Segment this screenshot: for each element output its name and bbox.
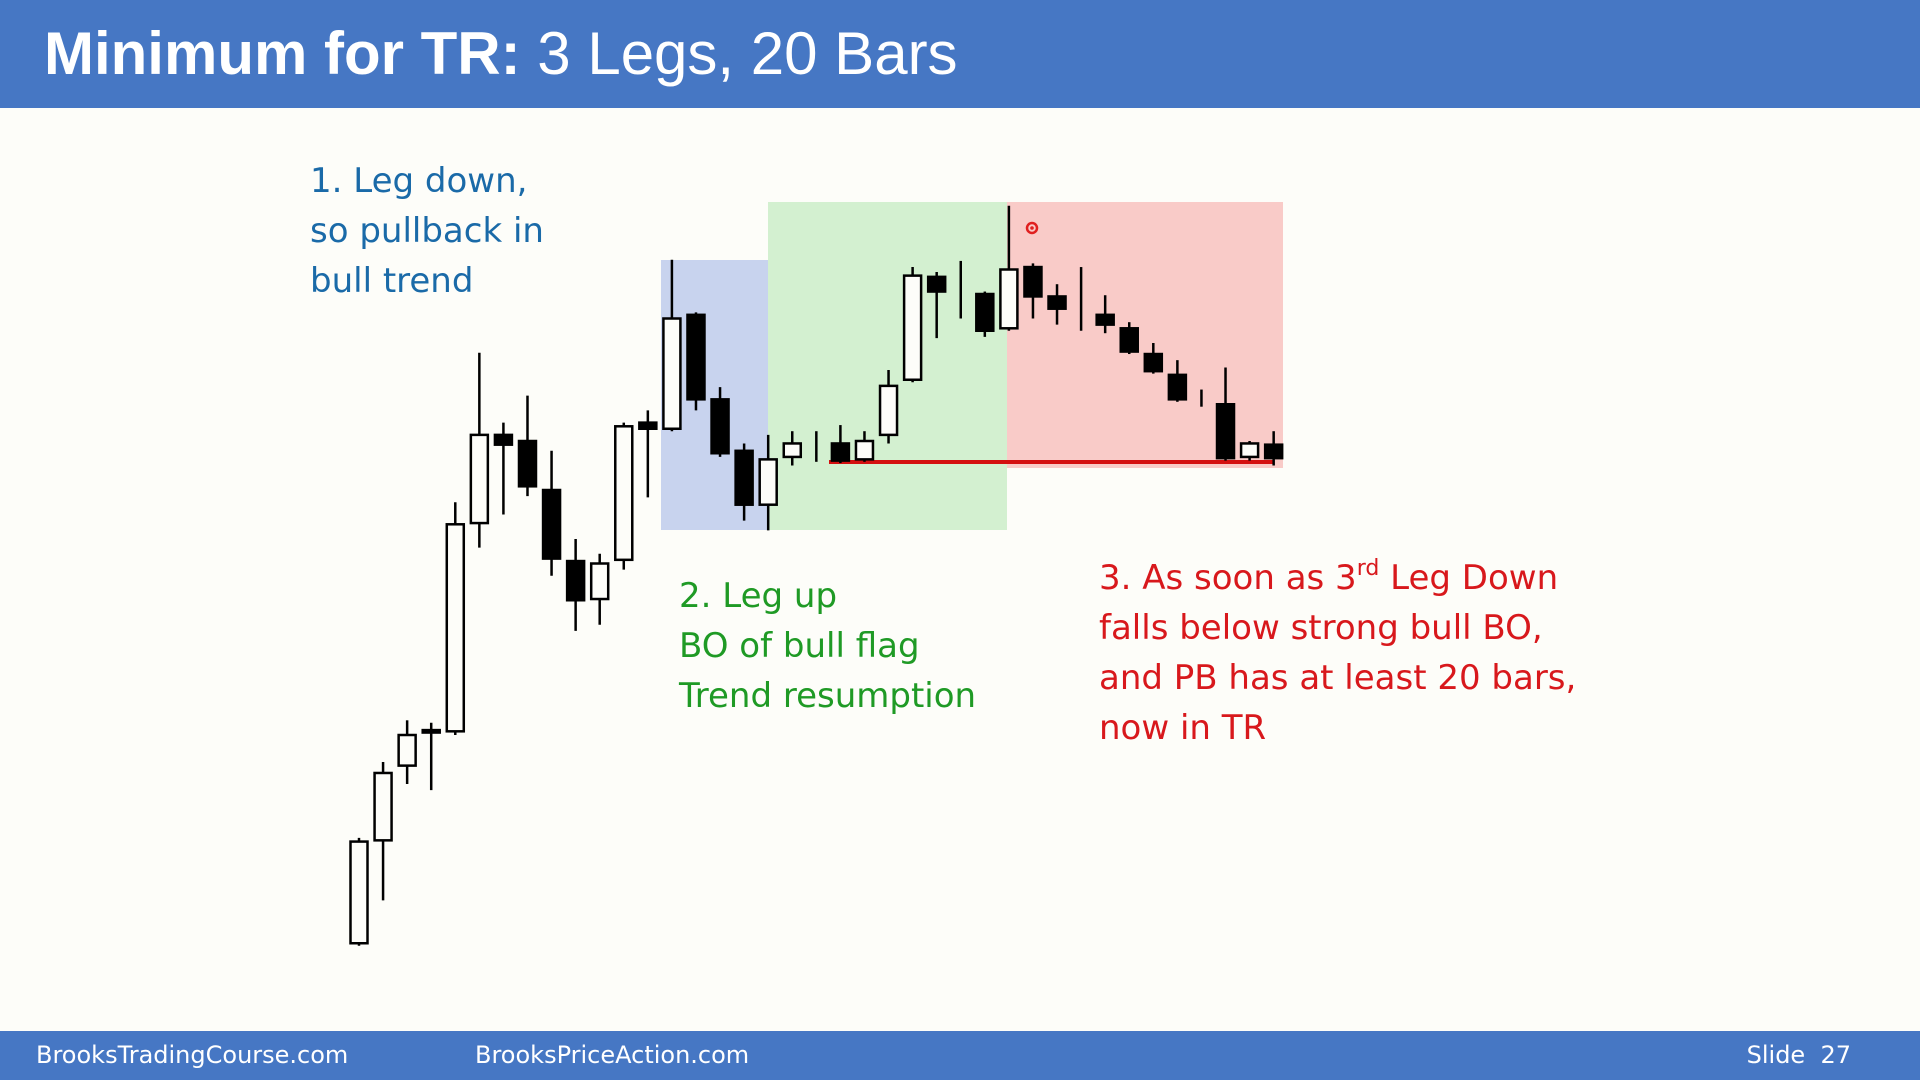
annotation-line: and PB has at least 20 bars, xyxy=(1099,658,1577,698)
annotation-superscript: rd xyxy=(1356,556,1380,581)
bull-candle-body xyxy=(758,458,778,506)
bull-candle-body xyxy=(999,268,1019,330)
bull-candle-body xyxy=(469,433,490,525)
bear-candle-body xyxy=(830,442,851,462)
third-leg-zone xyxy=(1007,202,1283,468)
bull-candle-body xyxy=(662,317,682,430)
cursor-dot xyxy=(1025,221,1039,235)
annotation-line: 3. As soon as 3rd Leg Down xyxy=(1099,553,1576,603)
bull-candle-body xyxy=(421,728,441,734)
bull-candle-body xyxy=(854,439,875,461)
bear-candle-body xyxy=(541,488,562,560)
leg-up-zone xyxy=(768,202,1007,530)
bear-candle-body xyxy=(710,398,730,455)
bear-candle-body xyxy=(1119,327,1139,353)
cursor-dot-center xyxy=(1030,226,1034,230)
bear-candle-body xyxy=(1263,443,1284,460)
bull-candle-body xyxy=(878,384,899,437)
header-bar: Minimum for TR: 3 Legs, 20 Bars xyxy=(0,0,1920,108)
bull-candle-body xyxy=(589,562,610,601)
bear-candle-body xyxy=(638,421,658,430)
slide-title: Minimum for TR: 3 Legs, 20 Bars xyxy=(44,20,958,88)
bull-candle-body xyxy=(614,425,634,562)
annotation-line: now in TR xyxy=(1099,708,1267,748)
candles xyxy=(349,205,1284,946)
annotation-line: falls below strong bull BO, xyxy=(1099,608,1543,648)
annotation-line: 1. Leg down, xyxy=(310,161,528,201)
bear-candle-body xyxy=(926,275,947,293)
annotation-line: 2. Leg up xyxy=(679,576,838,616)
bull-candle-body xyxy=(445,523,466,733)
bear-candle-body xyxy=(1215,403,1236,460)
annotation-leg-down: 1. Leg down, so pullback in bull trend xyxy=(310,156,544,306)
annotation-line: so pullback in xyxy=(310,211,544,251)
bear-candle-body xyxy=(1023,265,1043,298)
footer-bar: BrooksTradingCourse.com BrooksPriceActio… xyxy=(0,1031,1920,1080)
bear-candle-body xyxy=(493,433,514,446)
bear-candle-body xyxy=(975,292,995,332)
annotation-leg-up: 2. Leg up BO of bull flag Trend resumpti… xyxy=(679,571,976,721)
annotation-line: Trend resumption xyxy=(679,676,977,716)
bear-candle-body xyxy=(1167,373,1188,401)
bear-candle-body xyxy=(734,449,754,506)
annotation-text: Leg Down xyxy=(1379,558,1559,598)
bear-candle-body xyxy=(565,559,586,602)
bear-candle-body xyxy=(1143,352,1164,373)
title-rest: 3 Legs, 20 Bars xyxy=(520,20,958,87)
bull-candle-body xyxy=(782,442,803,459)
annotation-third-leg: 3. As soon as 3rd Leg Down falls below s… xyxy=(1099,553,1576,753)
bear-candle-body xyxy=(1047,295,1067,310)
title-bold: Minimum for TR: xyxy=(44,20,521,87)
slide-number: Slide 27 xyxy=(1746,1041,1851,1069)
annotation-line: BO of bull flag xyxy=(679,626,920,666)
bull-candle-body xyxy=(902,274,923,381)
footer-site: BrooksPriceAction.com xyxy=(475,1041,750,1069)
bear-candle-body xyxy=(517,439,538,488)
annotation-line: bull trend xyxy=(310,261,474,301)
annotation-text: 3. As soon as 3 xyxy=(1099,558,1357,598)
bull-candle-body xyxy=(1239,442,1260,459)
footer-site: BrooksTradingCourse.com xyxy=(36,1041,349,1069)
bull-candle-body xyxy=(373,771,393,842)
bull-candle-body xyxy=(349,840,369,945)
bear-candle-body xyxy=(1095,313,1115,326)
bear-candle-body xyxy=(686,313,706,401)
bull-candle-body xyxy=(397,733,417,767)
